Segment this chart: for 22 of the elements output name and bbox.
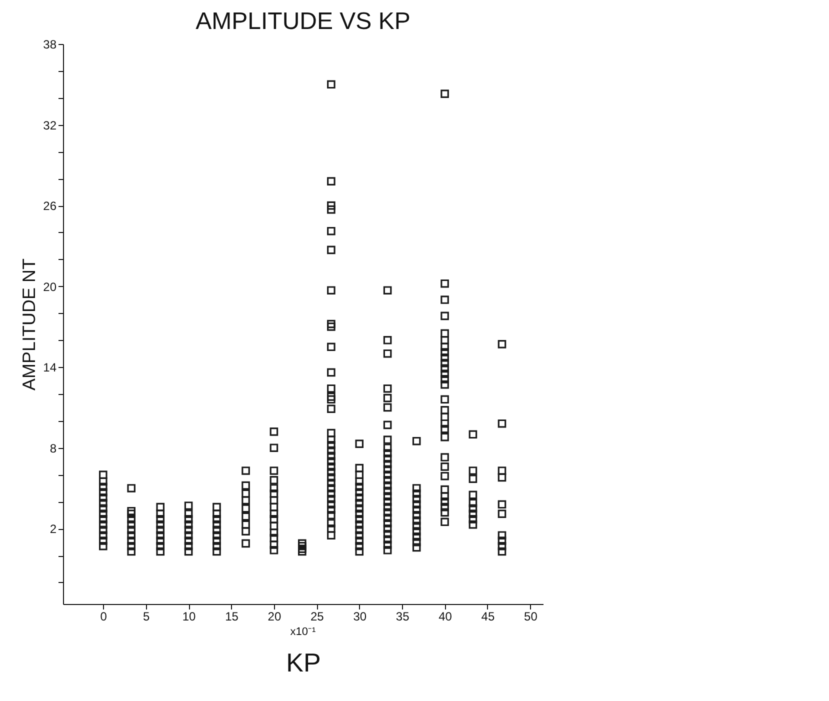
x-tick-label: 40	[438, 610, 452, 624]
x-tick-label: 25	[310, 610, 324, 624]
x-tick-label: 5	[143, 610, 150, 624]
x-axis-title: KP	[286, 648, 321, 678]
y-tick-label: 20	[43, 280, 57, 294]
chart-title: AMPLITUDE VS KP	[196, 8, 410, 35]
x-tick-label: 10	[182, 610, 196, 624]
x-tick-label: 30	[353, 610, 367, 624]
x-tick-label: 0	[100, 610, 108, 624]
y-tick-label: 38	[43, 38, 57, 52]
y-axis-title: AMPLITUDE NT	[19, 258, 40, 391]
text: x10⁻¹	[290, 626, 316, 638]
y-tick-label: 14	[43, 360, 57, 375]
x-tick-label: 15	[225, 610, 239, 624]
x-tick-label: 35	[396, 610, 410, 624]
y-tick-label: 2	[50, 522, 57, 536]
x-tick-label: 20	[268, 610, 282, 624]
y-tick-label: 8	[50, 441, 57, 456]
x-tick-label: 50	[524, 610, 538, 624]
y-tick-label: 26	[43, 199, 57, 214]
x-tick-label: 45	[481, 610, 495, 624]
y-tick-label: 32	[43, 118, 57, 132]
